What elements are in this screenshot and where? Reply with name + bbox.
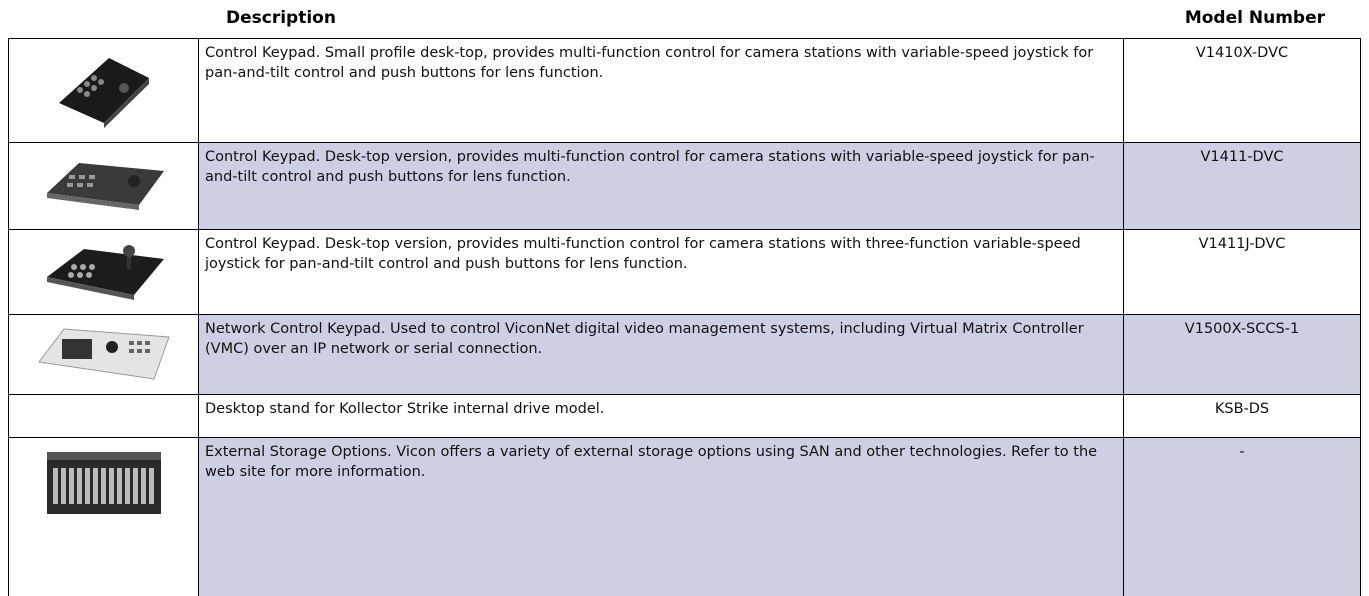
description: External Storage Options. Vicon offers a… <box>198 437 1124 596</box>
model-number: V1411J-DVC <box>1123 229 1361 315</box>
model-number: V1411-DVC <box>1123 142 1361 230</box>
storage-image <box>46 452 161 514</box>
image-cell <box>8 142 199 230</box>
product-table: Control Keypad. Small profile desk-top, … <box>8 38 1361 596</box>
keypad-image <box>58 57 149 128</box>
model-number: KSB-DS <box>1123 394 1361 438</box>
row: Control Keypad. Desk-top version, provid… <box>8 142 1361 230</box>
image-cell <box>8 314 199 395</box>
model-header: Model Number <box>1184 8 1325 28</box>
model-number: V1410X-DVC <box>1123 38 1361 143</box>
row: External Storage Options. Vicon offers a… <box>8 437 1361 596</box>
keypad-image <box>46 163 164 210</box>
model-number: V1500X-SCCS-1 <box>1123 314 1361 395</box>
row: Control Keypad. Desk-top version, provid… <box>8 229 1361 315</box>
description-header: Description <box>226 8 336 28</box>
image-cell <box>8 229 199 315</box>
row: Network Control Keypad. Used to control … <box>8 314 1361 395</box>
image-cell <box>8 437 199 596</box>
description: Desktop stand for Kollector Strike inter… <box>198 394 1124 438</box>
description: Control Keypad. Desk-top version, provid… <box>198 142 1124 230</box>
image-cell <box>8 38 199 143</box>
keypad-image <box>37 327 170 380</box>
row: Control Keypad. Small profile desk-top, … <box>8 38 1361 143</box>
description: Control Keypad. Small profile desk-top, … <box>198 38 1124 143</box>
description: Control Keypad. Desk-top version, provid… <box>198 229 1124 315</box>
image-cell <box>8 394 199 438</box>
model-number: - <box>1123 437 1361 596</box>
keypad-image <box>46 244 164 300</box>
row: Desktop stand for Kollector Strike inter… <box>8 394 1361 438</box>
description: Network Control Keypad. Used to control … <box>198 314 1124 395</box>
